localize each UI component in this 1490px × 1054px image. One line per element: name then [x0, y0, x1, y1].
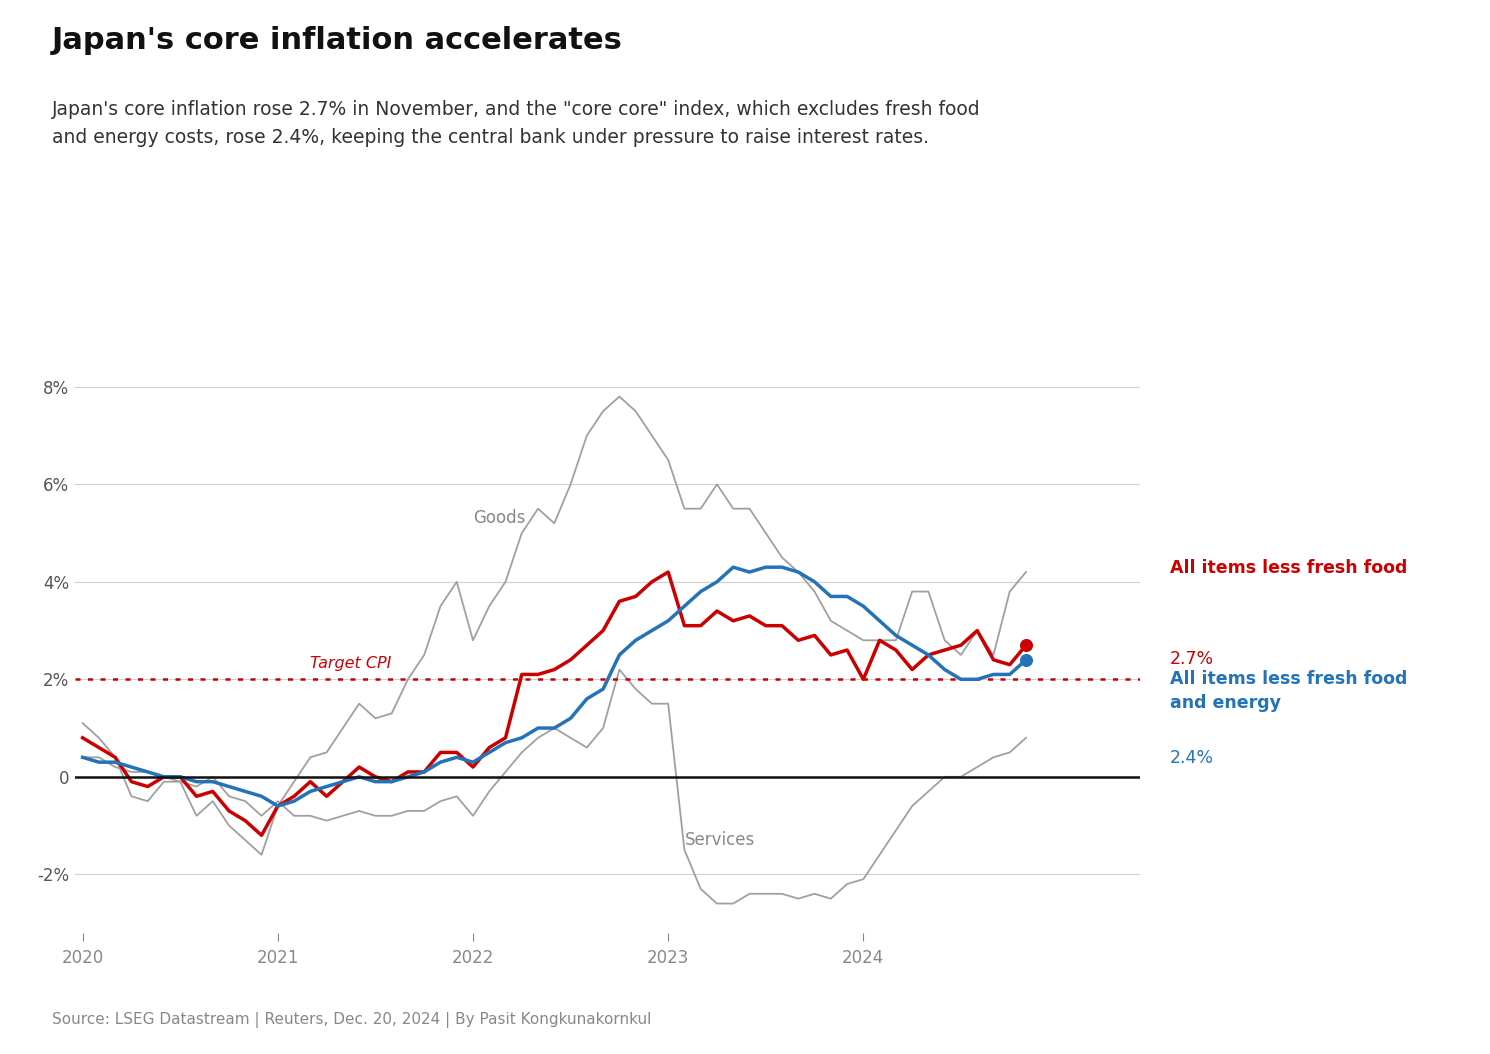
Text: Target CPI: Target CPI: [310, 656, 392, 670]
Text: 2.4%: 2.4%: [1170, 749, 1214, 767]
Text: Japan's core inflation rose 2.7% in November, and the "core core" index, which e: Japan's core inflation rose 2.7% in Nove…: [52, 100, 980, 148]
Text: Services: Services: [684, 831, 754, 850]
Text: All items less fresh food: All items less fresh food: [1170, 559, 1407, 577]
Text: All items less fresh food
and energy: All items less fresh food and energy: [1170, 670, 1407, 711]
Text: Goods: Goods: [472, 509, 526, 527]
Text: Source: LSEG Datastream | Reuters, Dec. 20, 2024 | By Pasit Kongkunakornkul: Source: LSEG Datastream | Reuters, Dec. …: [52, 1012, 651, 1028]
Text: Japan's core inflation accelerates: Japan's core inflation accelerates: [52, 26, 623, 56]
Point: [1015, 637, 1039, 653]
Point: [1015, 651, 1039, 668]
Text: 2.7%: 2.7%: [1170, 650, 1214, 668]
